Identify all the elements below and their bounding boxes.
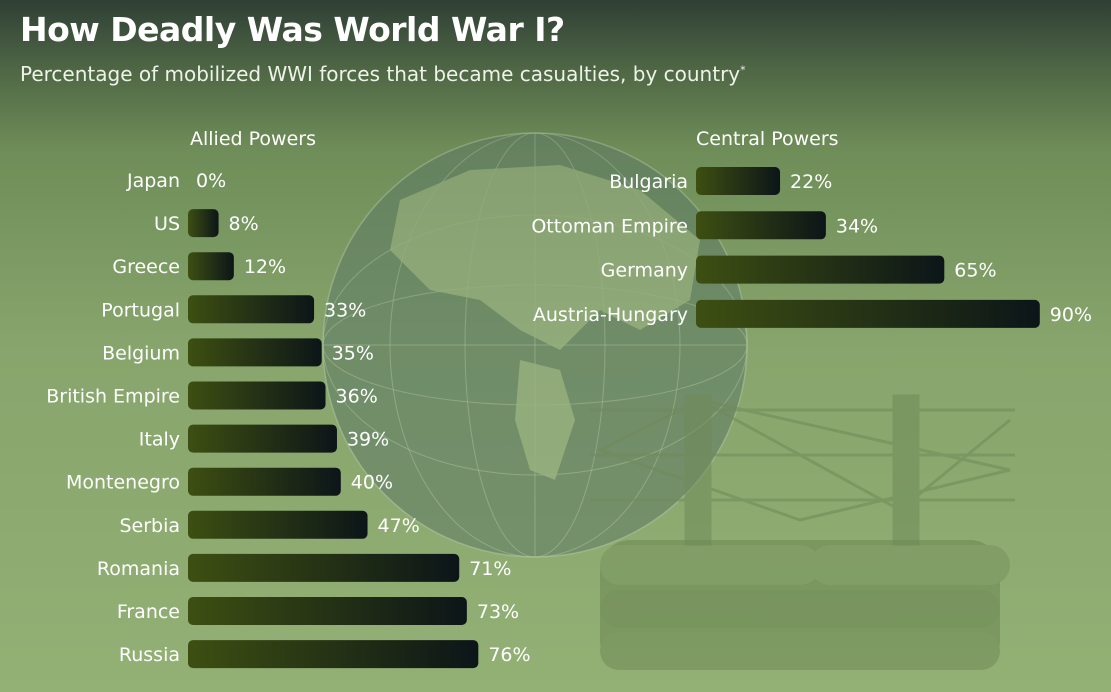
value-label-serbia: 47% bbox=[378, 515, 420, 537]
value-label-france: 73% bbox=[477, 601, 519, 623]
bar-bulgaria bbox=[696, 167, 781, 195]
bar-greece bbox=[188, 252, 234, 281]
value-label-italy: 39% bbox=[347, 429, 389, 451]
value-label-austria-hungary: 90% bbox=[1050, 304, 1092, 326]
value-label-us: 8% bbox=[229, 213, 259, 235]
bar-russia bbox=[188, 640, 479, 669]
category-label-germany: Germany bbox=[601, 260, 688, 282]
bar-us bbox=[188, 209, 219, 238]
bar-serbia bbox=[188, 510, 368, 539]
chart-title: How Deadly Was World War I? bbox=[20, 10, 565, 49]
value-label-ottoman-empire: 34% bbox=[836, 215, 878, 237]
bar-italy bbox=[188, 424, 337, 453]
category-label-montenegro: Montenegro bbox=[66, 472, 180, 494]
value-label-belgium: 35% bbox=[332, 342, 374, 364]
central-powers-heading: Central Powers bbox=[696, 128, 839, 150]
bar-germany bbox=[696, 255, 945, 284]
bar-portugal bbox=[188, 295, 315, 324]
category-label-romania: Romania bbox=[97, 558, 180, 580]
category-label-italy: Italy bbox=[139, 429, 180, 451]
bar-ottoman-empire bbox=[696, 211, 826, 240]
value-label-greece: 12% bbox=[244, 256, 286, 278]
value-label-romania: 71% bbox=[469, 558, 511, 580]
value-label-portugal: 33% bbox=[324, 299, 366, 321]
bar-british-empire bbox=[188, 381, 326, 410]
category-label-serbia: Serbia bbox=[119, 515, 180, 537]
category-label-japan: Japan bbox=[126, 170, 180, 192]
category-label-russia: Russia bbox=[119, 644, 180, 666]
value-label-bulgaria: 22% bbox=[790, 171, 832, 193]
bar-austria-hungary bbox=[696, 299, 1040, 328]
subtitle-text: Percentage of mobilized WWI forces that … bbox=[20, 62, 741, 86]
bar-belgium bbox=[188, 338, 322, 367]
allied-powers-heading: Allied Powers bbox=[190, 128, 316, 150]
category-label-austria-hungary: Austria-Hungary bbox=[533, 304, 688, 326]
value-label-montenegro: 40% bbox=[351, 472, 393, 494]
barbed-wire-fence-icon bbox=[590, 394, 1015, 546]
category-label-france: France bbox=[117, 601, 180, 623]
bar-france bbox=[188, 597, 467, 625]
footnote-mark: * bbox=[740, 63, 746, 77]
category-label-belgium: Belgium bbox=[102, 342, 180, 364]
chart-subtitle: Percentage of mobilized WWI forces that … bbox=[20, 62, 746, 86]
category-label-portugal: Portugal bbox=[101, 299, 180, 321]
value-label-russia: 76% bbox=[488, 644, 530, 666]
bar-montenegro bbox=[188, 467, 341, 496]
value-label-british-empire: 36% bbox=[336, 386, 378, 408]
value-label-germany: 65% bbox=[954, 260, 996, 282]
category-label-bulgaria: Bulgaria bbox=[609, 171, 688, 193]
category-label-us: US bbox=[154, 213, 180, 235]
value-label-japan: 0% bbox=[196, 170, 226, 192]
bar-romania bbox=[188, 553, 460, 582]
sandbags-icon bbox=[600, 540, 1010, 670]
category-label-british-empire: British Empire bbox=[46, 386, 180, 408]
category-label-greece: Greece bbox=[112, 256, 180, 278]
globe-icon bbox=[322, 132, 748, 558]
category-label-ottoman-empire: Ottoman Empire bbox=[531, 215, 688, 237]
